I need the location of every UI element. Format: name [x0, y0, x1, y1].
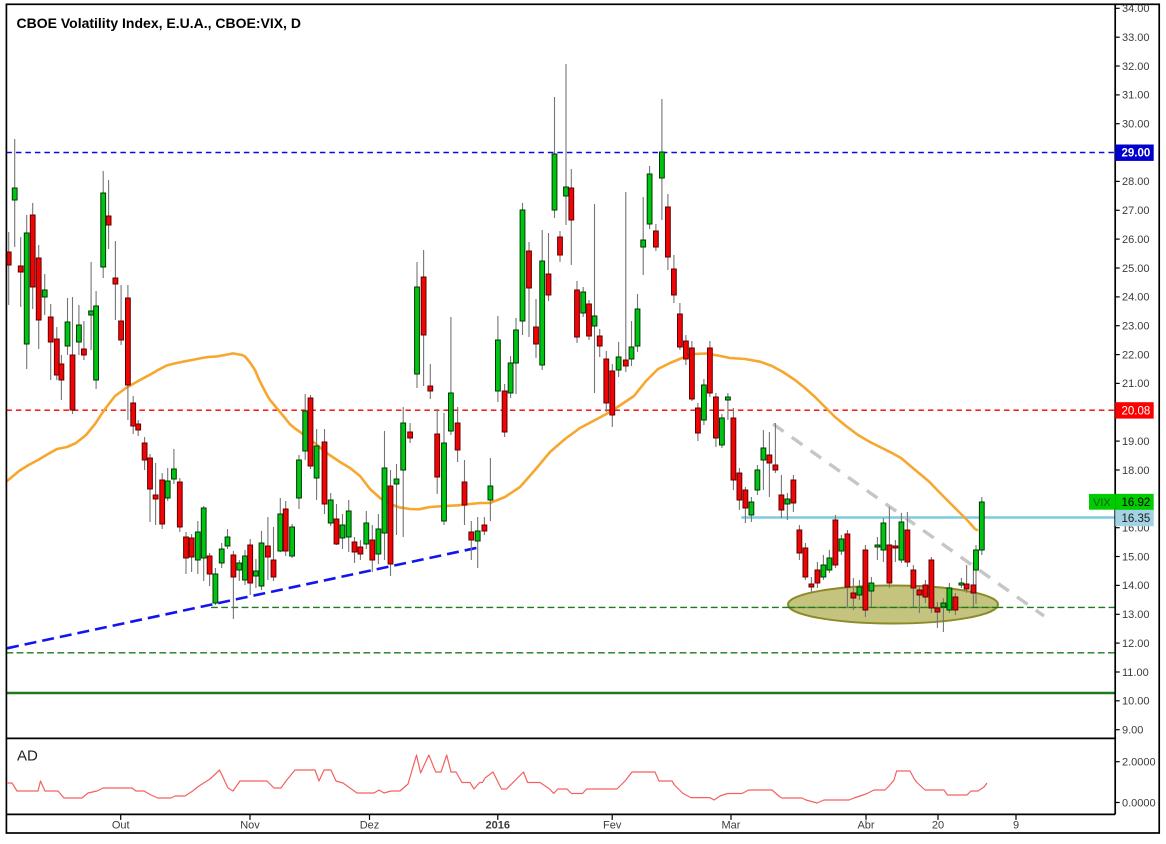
svg-text:CBOE Volatility Index, E.U.A.,: CBOE Volatility Index, E.U.A., CBOE:VIX,… [17, 15, 301, 31]
svg-text:0.0000: 0.0000 [1122, 797, 1156, 809]
svg-text:21.00: 21.00 [1122, 378, 1150, 390]
svg-text:18.00: 18.00 [1122, 465, 1150, 477]
svg-text:13.00: 13.00 [1122, 609, 1150, 621]
svg-text:24.00: 24.00 [1122, 292, 1150, 304]
svg-text:25.00: 25.00 [1122, 263, 1150, 275]
svg-text:12.00: 12.00 [1122, 638, 1150, 650]
svg-text:28.00: 28.00 [1122, 176, 1150, 188]
svg-text:10.00: 10.00 [1122, 696, 1150, 708]
svg-text:AD: AD [17, 748, 38, 765]
svg-text:Dez: Dez [360, 820, 380, 832]
svg-text:15.00: 15.00 [1122, 551, 1150, 563]
svg-text:14.00: 14.00 [1122, 580, 1150, 592]
svg-text:Out: Out [112, 820, 130, 832]
svg-text:34.00: 34.00 [1122, 3, 1150, 15]
svg-text:Nov: Nov [240, 820, 260, 832]
svg-text:16.92: 16.92 [1122, 497, 1151, 509]
svg-text:2.0000: 2.0000 [1122, 757, 1156, 769]
svg-text:Mar: Mar [722, 820, 741, 832]
svg-text:Abr: Abr [857, 820, 874, 832]
svg-text:2016: 2016 [486, 820, 510, 832]
svg-text:20: 20 [932, 820, 944, 832]
svg-text:27.00: 27.00 [1122, 205, 1150, 217]
svg-text:Fev: Fev [603, 820, 622, 832]
svg-text:23.00: 23.00 [1122, 321, 1150, 333]
svg-text:9.00: 9.00 [1122, 725, 1143, 737]
svg-text:33.00: 33.00 [1122, 32, 1150, 44]
svg-text:22.00: 22.00 [1122, 349, 1150, 361]
svg-text:9: 9 [1013, 820, 1019, 832]
svg-text:19.00: 19.00 [1122, 436, 1150, 448]
svg-text:11.00: 11.00 [1122, 667, 1149, 679]
svg-text:20.08: 20.08 [1122, 405, 1151, 417]
svg-text:29.00: 29.00 [1122, 148, 1151, 160]
svg-text:30.00: 30.00 [1122, 119, 1150, 131]
svg-text:32.00: 32.00 [1122, 61, 1150, 73]
svg-text:16.35: 16.35 [1122, 513, 1151, 525]
svg-text:VIX: VIX [1093, 497, 1111, 509]
svg-text:26.00: 26.00 [1122, 234, 1150, 246]
svg-text:31.00: 31.00 [1122, 90, 1150, 102]
